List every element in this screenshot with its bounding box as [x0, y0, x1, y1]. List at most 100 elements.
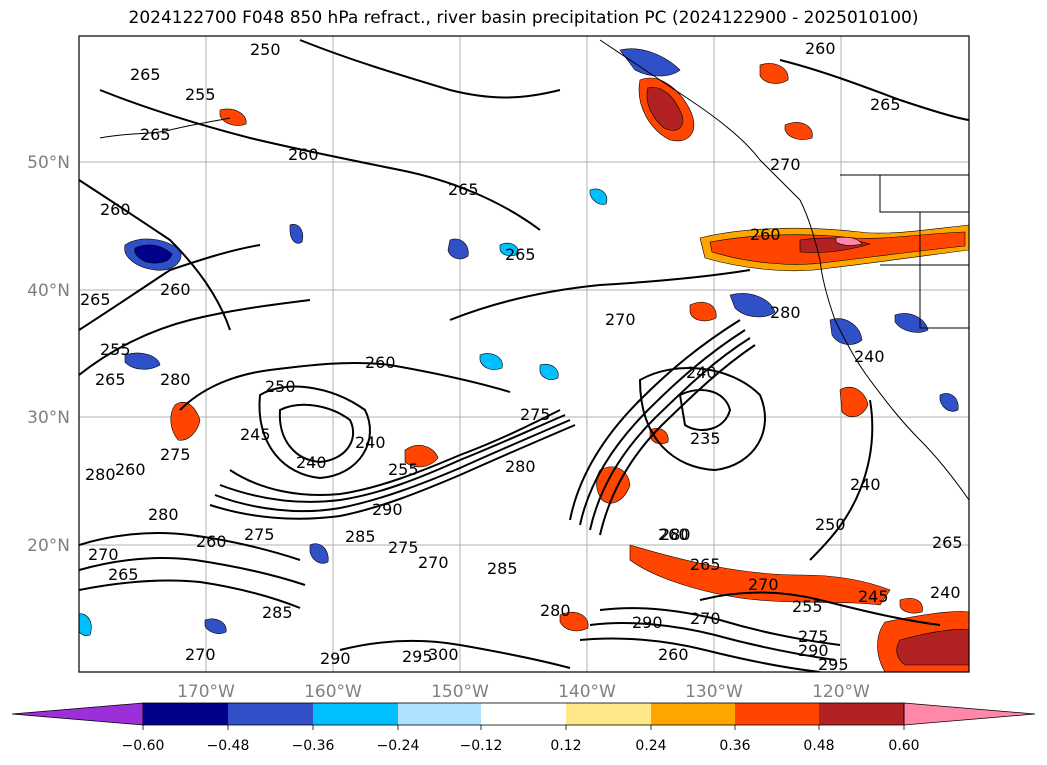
contour-label: 265	[80, 290, 111, 309]
contour-label: 260	[288, 145, 319, 164]
refractivity-contours	[79, 39, 969, 672]
contour-label: 265	[130, 65, 161, 84]
contour-label: 265	[505, 245, 536, 264]
contour-label: 290	[320, 649, 351, 668]
contour-label: 280	[540, 601, 571, 620]
contour-label: 260	[805, 39, 836, 58]
contour-label: 260	[160, 280, 191, 299]
colorbar-tick-label: 0.12	[550, 738, 581, 754]
map-gridlines	[79, 36, 969, 672]
contour-label: 260	[750, 225, 781, 244]
contour-label: 250	[250, 40, 281, 59]
colorbar-segment	[313, 703, 398, 725]
contour-label: 255	[100, 340, 131, 359]
colorbar-segment	[651, 703, 735, 725]
contour-label: 280	[660, 525, 691, 544]
contour-label: 280	[505, 457, 536, 476]
contour-label: 275	[798, 627, 829, 646]
contour-label: 240	[930, 583, 961, 602]
contour-label: 265	[932, 533, 963, 552]
contour-label: 260	[658, 645, 689, 664]
colorbar-tick-label: 0.48	[803, 738, 834, 754]
contour-label: 235	[690, 429, 721, 448]
colorbar-tick-label: 0.36	[719, 738, 750, 754]
contour-label: 285	[345, 527, 376, 546]
colorbar-tick-label: −0.48	[207, 738, 250, 754]
lon-label: 140°W	[558, 682, 616, 702]
contour-label: 240	[854, 347, 885, 366]
contour-label: 240	[355, 433, 386, 452]
colorbar-extend-high	[903, 702, 1036, 726]
colorbar-segment	[228, 703, 313, 725]
colorbar-segment	[735, 703, 819, 725]
colorbar-tick-label: −0.24	[377, 738, 420, 754]
lat-label: 40°N	[27, 281, 70, 301]
longitude-labels: 170°W 160°W 150°W 140°W 130°W 120°W	[177, 682, 870, 702]
colorbar-tick-label: 0.60	[888, 738, 919, 754]
contour-label: 285	[262, 603, 293, 622]
contour-label: 245	[858, 587, 889, 606]
precip-negative-areas	[79, 48, 959, 636]
colorbar-segment	[566, 703, 651, 725]
lat-label: 20°N	[27, 536, 70, 556]
contour-label: 275	[244, 525, 275, 544]
map-title: 2024122700 F048 850 hPa refract., river …	[128, 8, 919, 28]
colorbar-segment	[398, 703, 481, 725]
contour-label: 270	[770, 155, 801, 174]
colorbar-tick-label: −0.12	[460, 738, 503, 754]
lon-label: 160°W	[304, 682, 362, 702]
contour-label: 255	[388, 460, 419, 479]
contour-label: 270	[605, 310, 636, 329]
contour-label: 265	[95, 370, 126, 389]
contour-label: 240	[686, 363, 717, 382]
map-background	[79, 36, 969, 672]
contour-label: 260	[365, 353, 396, 372]
contour-label: 290	[372, 500, 403, 519]
contour-label: 270	[418, 553, 449, 572]
contour-label: 265	[690, 555, 721, 574]
contour-label: 270	[88, 545, 119, 564]
lat-label: 30°N	[27, 408, 70, 428]
contour-label: 290	[632, 613, 663, 632]
colorbar-tick-label: 0.24	[635, 738, 666, 754]
contour-label: 290	[798, 641, 829, 660]
contour-label: 255	[185, 85, 216, 104]
contour-label: 260	[196, 532, 227, 551]
contour-label: 255	[792, 597, 823, 616]
contour-label: 270	[690, 609, 721, 628]
lon-label: 170°W	[177, 682, 235, 702]
colorbar-segment	[819, 703, 904, 725]
contour-label: 295	[402, 647, 433, 666]
contour-label: 260	[658, 525, 689, 544]
contour-label: 260	[115, 460, 146, 479]
contour-label: 280	[85, 465, 116, 484]
map-frame	[78, 35, 970, 673]
colorbar-tick-label: −0.60	[122, 738, 165, 754]
precip-positive-areas	[170, 63, 969, 672]
colorbar-segment	[481, 703, 566, 725]
lon-label: 150°W	[431, 682, 489, 702]
contour-label: 250	[815, 515, 846, 534]
colorbar-segment	[143, 703, 228, 725]
contour-label: 280	[770, 303, 801, 322]
lat-label: 50°N	[27, 153, 70, 173]
contour-label: 265	[870, 95, 901, 114]
lon-label: 130°W	[685, 682, 743, 702]
contour-label: 285	[487, 559, 518, 578]
contour-label: 250	[265, 377, 296, 396]
contour-label: 295	[818, 655, 849, 674]
colorbar-tick-label: −0.36	[292, 738, 335, 754]
contour-label: 245	[240, 425, 271, 444]
contour-label: 275	[160, 445, 191, 464]
contour-label: 265	[108, 565, 139, 584]
contour-label: 265	[140, 125, 171, 144]
colorbar: −0.60 −0.48 −0.36 −0.24 −0.12 0.12 0.24 …	[11, 702, 1036, 754]
contour-label: 265	[448, 180, 479, 199]
colorbar-extend-low	[11, 702, 144, 726]
contour-label: 300	[428, 645, 459, 664]
lon-label: 120°W	[812, 682, 870, 702]
contour-label: 275	[388, 538, 419, 557]
contour-label: 280	[148, 505, 179, 524]
contour-label: 270	[748, 575, 779, 594]
